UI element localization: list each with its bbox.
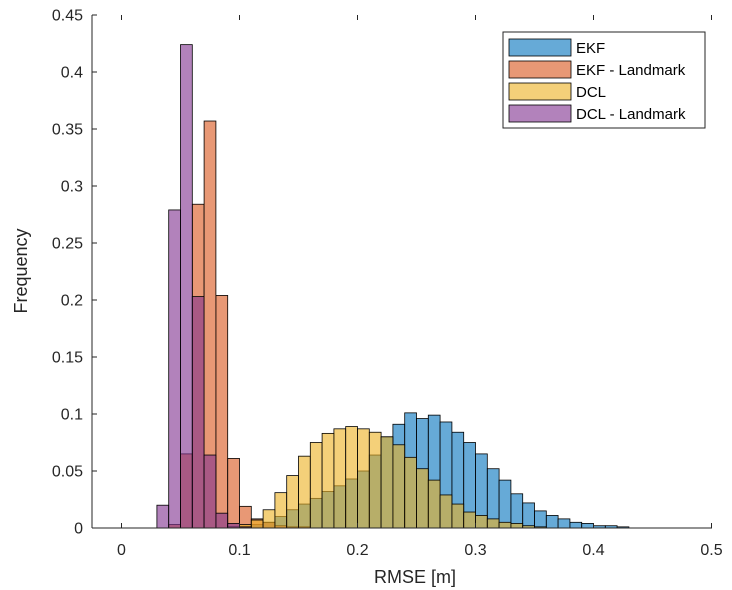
- legend-swatch-dcl: [508, 82, 572, 101]
- bar-ekf: [557, 518, 571, 529]
- bar-dcl: [475, 515, 488, 529]
- bar-dcl: [510, 523, 524, 529]
- y-tick-label: 0.45: [52, 8, 83, 25]
- y-tick-label: 0: [74, 521, 83, 538]
- bar-dcl: [416, 468, 429, 529]
- y-tick-label: 0.25: [52, 236, 83, 253]
- x-ticks: 0 0.1 0.2 0.3 0.4 0.5: [117, 15, 723, 559]
- bar-dcl: [250, 519, 264, 529]
- bar-dcl: [357, 428, 370, 529]
- legend: EKF EKF - Landmark DCL DCL - Landmark: [502, 31, 706, 129]
- y-tick-label: 0.2: [61, 293, 83, 310]
- legend-label-dcl-landmark: DCL - Landmark: [576, 106, 686, 123]
- y-tick-label: 0.35: [52, 122, 83, 139]
- bar-ekf: [581, 523, 594, 529]
- x-axis-label: RMSE [m]: [374, 567, 456, 587]
- bar-ekf: [510, 493, 524, 529]
- bar-dcl: [451, 503, 465, 529]
- legend-label-ekf-landmark: EKF - Landmark: [576, 62, 686, 79]
- legend-label-ekf: EKF: [576, 40, 605, 57]
- x-tick-label: 0.5: [700, 542, 722, 559]
- x-tick-label: 0.4: [582, 542, 604, 559]
- bar-dcl-landmark: [191, 296, 205, 529]
- bar-dcl: [286, 475, 299, 529]
- bar-dcl: [298, 455, 311, 529]
- bar-ekf: [534, 510, 547, 529]
- bar-dcl-landmark: [180, 44, 193, 529]
- bar-ekf: [498, 479, 512, 529]
- bar-ekf-landmark: [227, 458, 240, 529]
- bar-dcl: [274, 492, 288, 529]
- bar-dcl: [427, 479, 441, 529]
- bar-dcl-landmark: [168, 209, 181, 529]
- x-tick-label: 0.3: [464, 542, 486, 559]
- bar-dcl-landmark: [203, 454, 217, 529]
- bar-ekf: [569, 521, 583, 529]
- y-tick-label: 0.3: [61, 179, 83, 196]
- bar-dcl: [439, 494, 453, 529]
- bar-ekf: [545, 515, 559, 529]
- bar-dcl: [498, 521, 512, 529]
- bar-dcl-landmark: [215, 512, 229, 529]
- x-tick-label: 0.1: [228, 542, 250, 559]
- legend-swatch-ekf: [508, 38, 572, 57]
- bar-dcl: [392, 444, 406, 529]
- legend-swatch-dcl-landmark: [508, 104, 572, 123]
- bar-dcl: [463, 511, 476, 529]
- bar-dcl: [404, 456, 417, 529]
- bar-dcl: [262, 509, 276, 529]
- bar-dcl-landmark: [227, 523, 240, 529]
- bar-dcl: [380, 436, 394, 529]
- legend-label-dcl: DCL: [576, 84, 606, 101]
- series-dcl-landmark: [156, 44, 252, 529]
- axes: [91, 15, 712, 529]
- x-tick-label: 0: [117, 542, 126, 559]
- y-ticks: 0 0.05 0.1 0.15 0.2 0.25 0.3 0.35 0.4 0.45: [52, 8, 97, 538]
- bar-dcl: [333, 428, 347, 529]
- bar-dcl: [309, 442, 323, 529]
- series-dcl: [227, 426, 547, 529]
- y-axis-label: Frequency: [11, 228, 31, 313]
- legend-swatch-ekf-landmark: [508, 60, 572, 79]
- y-tick-label: 0.05: [52, 464, 83, 481]
- y-tick-label: 0.15: [52, 350, 83, 367]
- bar-dcl: [368, 431, 382, 529]
- y-tick-label: 0.1: [61, 407, 83, 424]
- bar-dcl-landmark: [156, 504, 170, 529]
- x-tick-label: 0.2: [346, 542, 368, 559]
- bar-ekf: [522, 502, 535, 529]
- bar-ekf-landmark: [215, 295, 229, 529]
- y-tick-label: 0.4: [61, 65, 83, 82]
- bar-dcl: [486, 518, 500, 529]
- bar-dcl: [345, 426, 358, 529]
- bar-dcl: [321, 432, 335, 529]
